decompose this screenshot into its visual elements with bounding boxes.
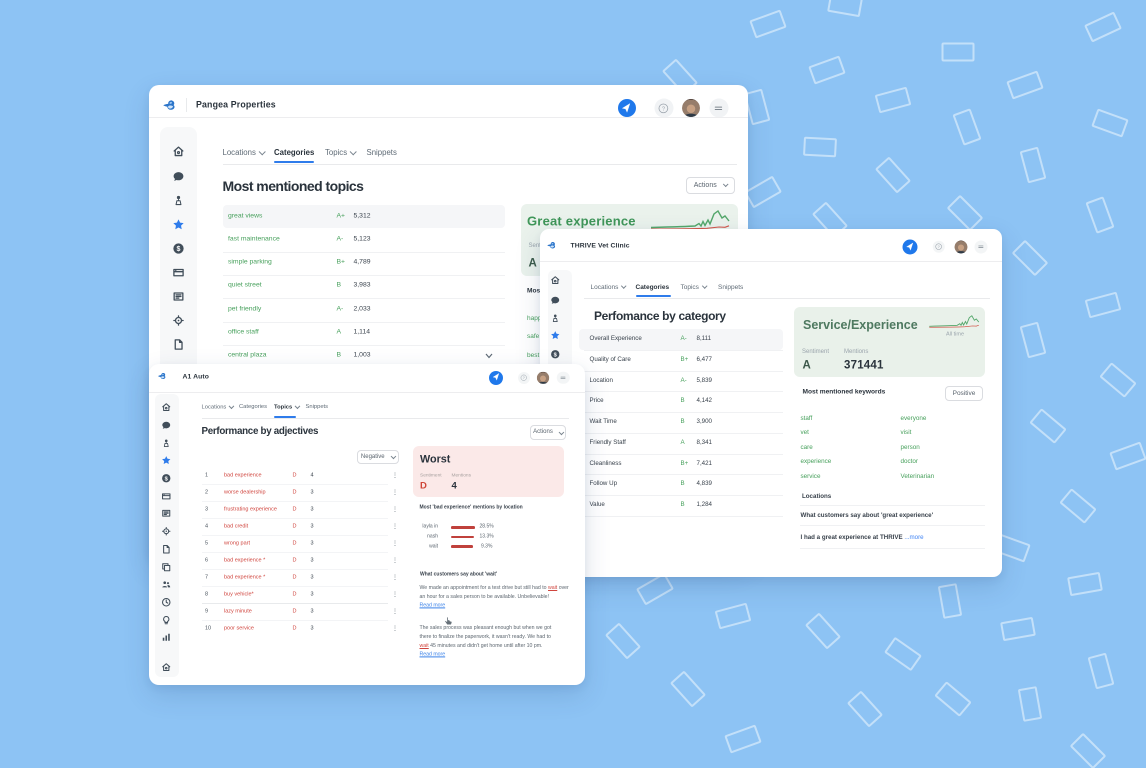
svg-text:$: $ — [554, 352, 558, 358]
svg-text:$: $ — [176, 246, 180, 253]
svg-text:?: ? — [662, 106, 665, 112]
svg-text:?: ? — [523, 376, 525, 380]
svg-text:$: $ — [165, 476, 169, 482]
svg-text:?: ? — [937, 245, 939, 249]
